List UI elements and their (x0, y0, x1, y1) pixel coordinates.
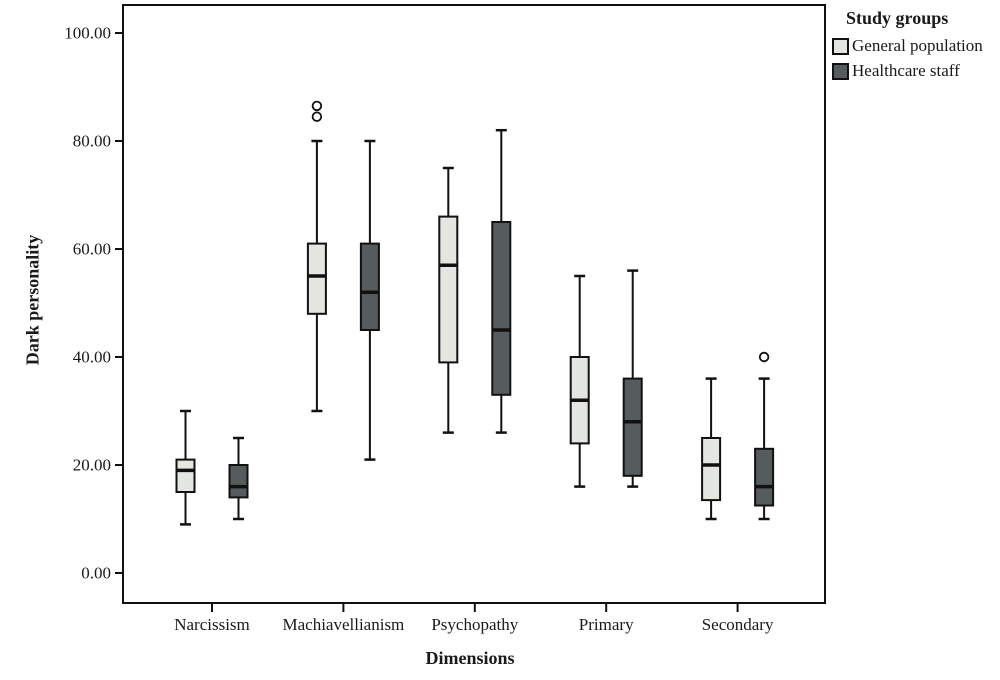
box-healthcare-staff-primary (622, 377, 643, 477)
x-category-label: Primary (579, 615, 634, 634)
plot-frame (122, 4, 826, 604)
x-category-label: Narcissism (174, 615, 250, 634)
legend-swatch-general-population-icon (832, 37, 849, 55)
y-axis-tick-label: 40.00 (73, 348, 111, 367)
legend-title: Study groups (846, 8, 949, 28)
box-healthcare-staff-machiavellianism (359, 242, 380, 332)
y-axis-tick-label: 80.00 (73, 132, 111, 151)
legend-label-healthcare-staff: Healthcare staff (852, 61, 960, 80)
box-general-population-secondary (701, 437, 722, 502)
box-general-population-machiavellianism (306, 242, 327, 315)
x-axis-title: Dimensions (425, 648, 515, 668)
x-category-label: Secondary (702, 615, 774, 634)
y-axis-tick-label: 0.00 (81, 564, 111, 583)
legend-label-general-population: General population (852, 36, 983, 55)
box-general-population-psychopathy (438, 215, 459, 364)
legend-swatch-healthcare-staff-icon (832, 62, 849, 80)
outlier-point-general-population-machiavellianism (311, 111, 323, 122)
outlier-point-healthcare-staff-secondary (758, 351, 770, 363)
legend-item-general-population: General population (832, 36, 1000, 56)
legend-item-healthcare-staff: Healthcare staff (832, 61, 1000, 81)
legend: Study groups General population Healthca… (832, 8, 1000, 86)
y-axis-tick-label: 100.00 (64, 24, 111, 43)
x-category-label: Machiavellianism (282, 615, 404, 634)
box-general-population-narcissism (175, 458, 196, 494)
x-category-label: Psychopathy (431, 615, 518, 634)
outlier-point-general-population-machiavellianism (311, 100, 323, 112)
box-healthcare-staff-psychopathy (491, 221, 512, 396)
y-axis-tick-label: 60.00 (73, 240, 111, 259)
y-axis-title: Dark personality (22, 234, 43, 366)
box-healthcare-staff-secondary (754, 447, 775, 507)
y-axis-tick-label: 20.00 (73, 456, 111, 475)
box-healthcare-staff-narcissism (228, 464, 249, 499)
